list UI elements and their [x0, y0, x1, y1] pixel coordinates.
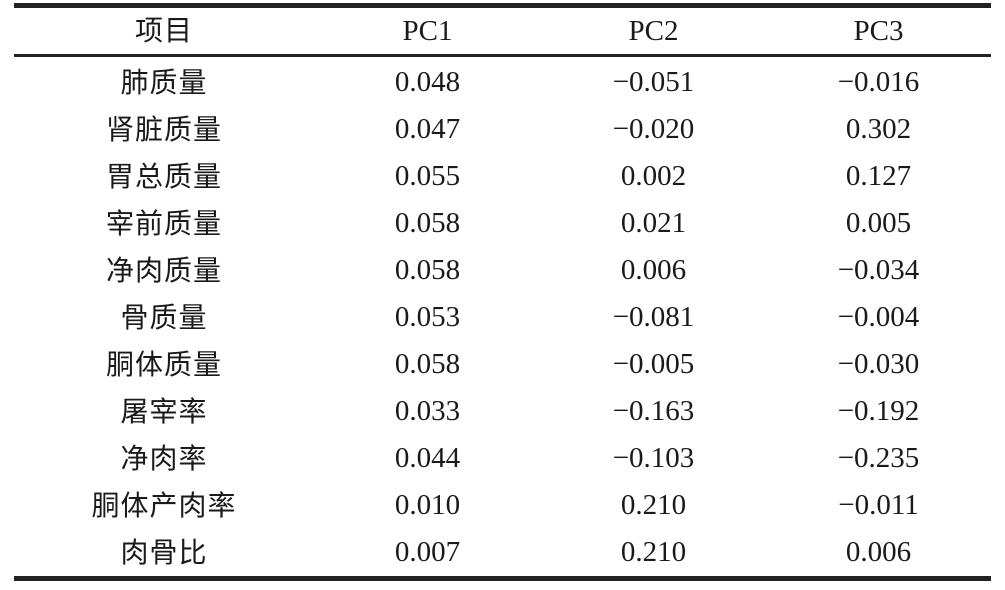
- pc-loadings-body: 肺质量 0.048 −0.051 −0.016 肾脏质量 0.047 −0.02…: [14, 57, 991, 576]
- table-header-rule: [14, 54, 991, 57]
- pc-loadings-table: 项目 PC1 PC2 PC3: [14, 8, 991, 54]
- pc1-value: 0.044: [394, 442, 461, 474]
- row-label: 肾脏质量: [105, 113, 222, 146]
- pc1-value: 0.047: [394, 113, 461, 145]
- row-label: 胴体质量: [105, 348, 222, 381]
- table-row: 骨质量 0.053 −0.081 −0.004: [14, 294, 991, 341]
- table-row: 肉骨比 0.007 0.210 0.006: [14, 529, 991, 576]
- pc3-value: −0.034: [837, 254, 920, 286]
- header-pc3: PC3: [853, 15, 904, 47]
- pc2-value: 0.006: [620, 254, 687, 286]
- table-bottom-rule: [14, 576, 991, 581]
- row-label: 肉骨比: [120, 536, 208, 569]
- pc2-value: 0.210: [620, 536, 687, 568]
- pc1-value: 0.055: [394, 160, 461, 192]
- pc3-value: 0.006: [845, 536, 912, 568]
- header-pc1: PC1: [402, 15, 453, 47]
- pc1-value: 0.053: [394, 301, 461, 333]
- header-row: 项目 PC1 PC2 PC3: [14, 8, 991, 54]
- pc3-value: −0.235: [837, 442, 920, 474]
- row-label: 宰前质量: [105, 207, 222, 240]
- pc2-value: −0.005: [612, 348, 695, 380]
- table-row: 胴体质量 0.058 −0.005 −0.030: [14, 341, 991, 388]
- row-label: 胃总质量: [105, 160, 222, 193]
- pc2-value: −0.020: [612, 113, 695, 145]
- pc3-value: 0.005: [845, 207, 912, 239]
- row-label: 骨质量: [120, 301, 208, 334]
- pc1-value: 0.007: [394, 536, 461, 568]
- table-row: 肺质量 0.048 −0.051 −0.016: [14, 57, 991, 106]
- table-row: 屠宰率 0.033 −0.163 −0.192: [14, 388, 991, 435]
- pc3-value: −0.030: [837, 348, 920, 380]
- pc2-value: −0.163: [612, 395, 695, 427]
- row-label: 净肉质量: [105, 254, 222, 287]
- row-label: 胴体产肉率: [91, 489, 237, 522]
- pc2-value: −0.051: [612, 66, 695, 98]
- row-label: 屠宰率: [120, 395, 208, 428]
- row-label: 净肉率: [120, 442, 208, 475]
- table-row: 宰前质量 0.058 0.021 0.005: [14, 200, 991, 247]
- pc3-value: −0.192: [837, 395, 920, 427]
- pc1-value: 0.058: [394, 207, 461, 239]
- pc2-value: 0.210: [620, 489, 687, 521]
- pc3-value: −0.011: [838, 489, 919, 521]
- table-row: 胃总质量 0.055 0.002 0.127: [14, 153, 991, 200]
- loading-table: 项目 PC1 PC2 PC3 肺质量 0.048 −0.051 −0.016 肾…: [14, 0, 991, 581]
- pc2-value: 0.002: [620, 160, 687, 192]
- row-label: 肺质量: [120, 66, 208, 99]
- pc3-value: −0.016: [837, 66, 920, 98]
- pc3-value: −0.004: [837, 301, 920, 333]
- table-row: 胴体产肉率 0.010 0.210 −0.011: [14, 482, 991, 529]
- table-row: 净肉率 0.044 −0.103 −0.235: [14, 435, 991, 482]
- header-pc2: PC2: [628, 15, 679, 47]
- pc2-value: −0.103: [612, 442, 695, 474]
- table-row: 净肉质量 0.058 0.006 −0.034: [14, 247, 991, 294]
- pc1-value: 0.010: [394, 489, 461, 521]
- table-row: 肾脏质量 0.047 −0.020 0.302: [14, 106, 991, 153]
- pc1-value: 0.033: [394, 395, 461, 427]
- pc3-value: 0.302: [845, 113, 912, 145]
- table-top-rule: [14, 3, 991, 8]
- pc2-value: 0.021: [620, 207, 687, 239]
- pc1-value: 0.058: [394, 254, 461, 286]
- pc1-value: 0.058: [394, 348, 461, 380]
- pc3-value: 0.127: [845, 160, 912, 192]
- pc1-value: 0.048: [394, 66, 461, 98]
- pc2-value: −0.081: [612, 301, 695, 333]
- header-item: 项目: [134, 14, 193, 47]
